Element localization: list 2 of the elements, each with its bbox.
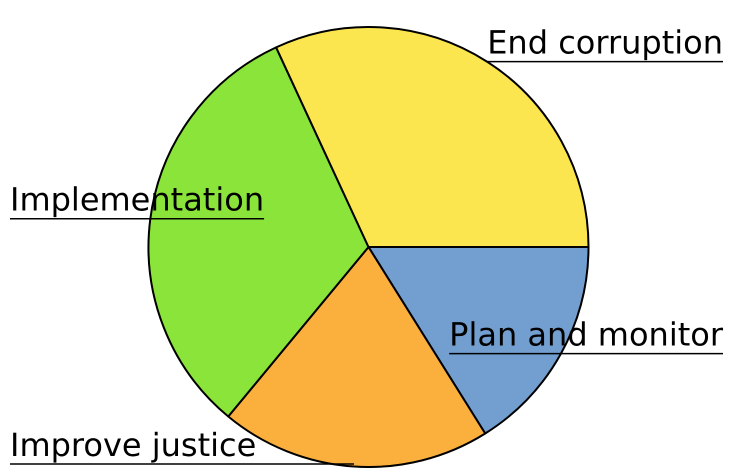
slice-label: End corruption [487, 24, 723, 62]
slice-label: Improve justice [10, 426, 256, 464]
